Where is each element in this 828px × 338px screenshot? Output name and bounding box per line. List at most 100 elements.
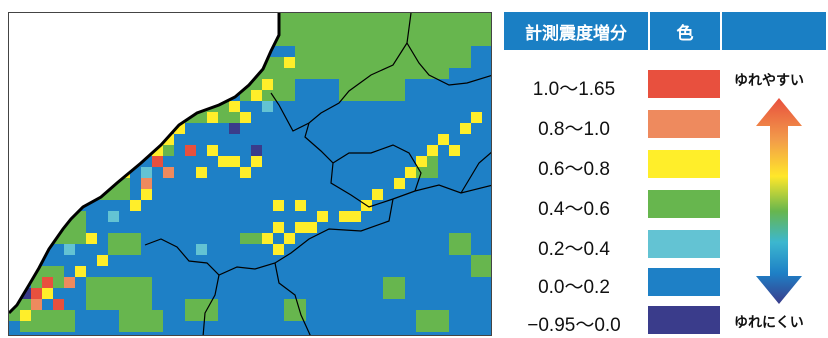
mesh-cell <box>273 35 284 46</box>
mesh-cell <box>427 35 438 46</box>
mesh-cell <box>229 156 240 167</box>
mesh-cell <box>163 167 174 178</box>
mesh-cell <box>339 35 350 46</box>
mesh-cell <box>108 189 119 200</box>
mesh-cell <box>438 13 449 24</box>
mesh-cell <box>460 123 471 134</box>
mesh-cell <box>449 13 460 24</box>
mesh-cell <box>108 244 119 255</box>
mesh-cell <box>416 321 427 332</box>
mesh-cell <box>53 277 64 288</box>
mesh-cell <box>97 255 108 266</box>
mesh-cell <box>196 299 207 310</box>
mesh-cell <box>306 68 317 79</box>
mesh-cell <box>361 57 372 68</box>
legend-row-swatch <box>648 150 720 178</box>
mesh-cell <box>273 200 284 211</box>
mesh-cell <box>130 233 141 244</box>
mesh-cell <box>273 68 284 79</box>
mesh-cell <box>207 145 218 156</box>
mesh-cell <box>86 178 97 189</box>
mesh-cell <box>31 277 42 288</box>
mesh-cell <box>240 90 251 101</box>
legend-row-label: 0.0〜0.2 <box>538 277 610 298</box>
mesh-cell <box>9 310 20 321</box>
mesh-cell <box>449 46 460 57</box>
mesh-cell <box>328 35 339 46</box>
mesh-cell <box>141 288 152 299</box>
mesh-cell <box>196 167 207 178</box>
mesh-cell <box>119 189 130 200</box>
mesh-cell <box>361 35 372 46</box>
mesh-cell <box>438 68 449 79</box>
mesh-cell <box>339 68 350 79</box>
legend-row-label: 0.4〜0.6 <box>538 199 610 220</box>
mesh-cell <box>295 13 306 24</box>
mesh-cell <box>273 57 284 68</box>
mesh-cell <box>438 310 449 321</box>
mesh-cell <box>284 35 295 46</box>
mesh-cell <box>482 35 491 46</box>
legend-row-label: 1.0〜1.65 <box>532 79 616 100</box>
mesh-cell <box>240 233 251 244</box>
legend-row-swatch <box>648 230 720 258</box>
mesh-cell <box>86 233 97 244</box>
mesh-cell <box>130 277 141 288</box>
mesh-cell <box>75 233 86 244</box>
mesh-cell <box>185 145 196 156</box>
mesh-cell <box>394 277 405 288</box>
mesh-cell <box>295 24 306 35</box>
mesh-cell <box>449 233 460 244</box>
mesh-cell <box>438 35 449 46</box>
prefecture-borders <box>144 13 491 335</box>
mesh-cell <box>460 24 471 35</box>
mesh-cell <box>218 156 229 167</box>
legend-header-intensity: 計測震度増分 <box>504 12 650 50</box>
mesh-cell <box>460 13 471 24</box>
mesh-cell <box>295 200 306 211</box>
mesh-cell <box>383 288 394 299</box>
mesh-cell <box>185 299 196 310</box>
mesh-cell <box>416 24 427 35</box>
mesh-cell <box>284 57 295 68</box>
mesh-cell <box>372 90 383 101</box>
mesh-cell <box>141 167 152 178</box>
mesh-cell <box>295 57 306 68</box>
mesh-cell <box>394 90 405 101</box>
mesh-cell <box>207 310 218 321</box>
mesh-cell <box>86 299 97 310</box>
mesh-cell <box>295 35 306 46</box>
mesh-cell <box>273 90 284 101</box>
mesh-cell <box>339 211 350 222</box>
mesh-cell <box>262 68 273 79</box>
mesh-cell <box>295 310 306 321</box>
legend-row-swatch <box>648 306 720 334</box>
mesh-cell <box>108 277 119 288</box>
mesh-cell <box>471 13 482 24</box>
mesh-cell <box>284 24 295 35</box>
mesh-cell <box>295 299 306 310</box>
legend-row-swatch <box>648 268 720 296</box>
mesh-cell <box>108 288 119 299</box>
mesh-cell <box>273 79 284 90</box>
mesh-cell <box>64 222 75 233</box>
mesh-cell <box>141 189 152 200</box>
mesh-cell <box>53 299 64 310</box>
legend-row: 0.8〜1.0 <box>504 106 724 142</box>
mesh-cell <box>405 167 416 178</box>
mesh-cell <box>64 310 75 321</box>
mesh-cell <box>449 24 460 35</box>
legend-row-label: −0.95〜0.0 <box>527 315 621 336</box>
mesh-cell <box>405 68 416 79</box>
mesh-cell <box>119 233 130 244</box>
legend-row-swatch <box>648 70 720 98</box>
mesh-cell <box>350 211 361 222</box>
mesh-cell <box>405 24 416 35</box>
mesh-cell <box>141 299 152 310</box>
mesh-cell <box>251 145 262 156</box>
mesh-cell <box>306 57 317 68</box>
mesh-cell <box>394 57 405 68</box>
low-amplification-label: ゆれにくい <box>734 315 804 331</box>
mesh-cell <box>251 79 262 90</box>
mesh-cell <box>328 57 339 68</box>
